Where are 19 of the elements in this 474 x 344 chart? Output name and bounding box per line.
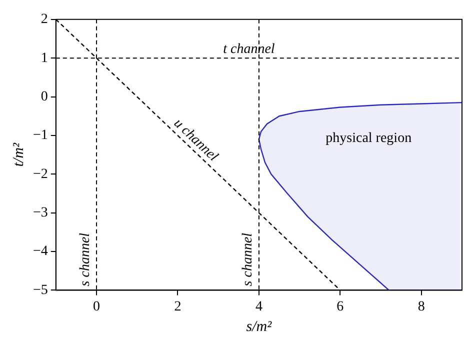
x-tick-label: 6 — [336, 299, 344, 314]
x-tick-label: 0 — [93, 299, 100, 314]
y-tick-label: −1 — [32, 128, 48, 144]
x-axis-title: s/m² — [246, 318, 272, 335]
x-tick-label: 4 — [255, 299, 262, 314]
y-axis-title: t/m² — [10, 142, 27, 167]
y-tick-label: 0 — [40, 89, 48, 104]
ref-line-label: s channel — [240, 232, 256, 286]
y-tick-label: −5 — [32, 282, 48, 298]
y-tick-label: −2 — [32, 166, 48, 182]
y-tick-label: −4 — [32, 244, 48, 260]
y-tick-label: −3 — [32, 206, 48, 220]
y-tick-label: 2 — [40, 12, 48, 28]
ref-line-label: s channel — [78, 232, 94, 286]
x-tick-label: 8 — [418, 299, 425, 314]
ref-line-label: t channel — [223, 42, 275, 57]
x-tick-label: 2 — [174, 299, 182, 314]
annotation: physical region — [326, 131, 412, 146]
y-tick-label: 1 — [40, 50, 48, 66]
